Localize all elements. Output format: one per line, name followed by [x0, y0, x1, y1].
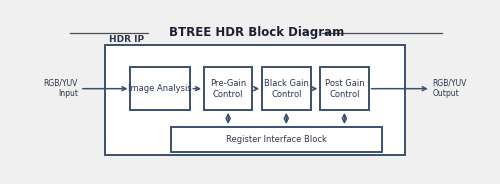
Text: Black Gain
Control: Black Gain Control	[264, 79, 308, 99]
Bar	[171, 127, 382, 152]
Text: HDR IP: HDR IP	[109, 35, 144, 44]
Text: Register Interface Block: Register Interface Block	[226, 135, 327, 144]
Text: RGB/YUV
Output: RGB/YUV Output	[432, 79, 467, 98]
Text: Pre-Gain
Control: Pre-Gain Control	[210, 79, 246, 99]
Text: BTREE HDR Block Diagram: BTREE HDR Block Diagram	[168, 26, 344, 39]
Bar	[262, 67, 310, 110]
Bar	[204, 67, 252, 110]
Bar	[105, 45, 406, 155]
Bar	[130, 67, 190, 110]
Bar	[320, 67, 368, 110]
Text: Post Gain
Control: Post Gain Control	[324, 79, 364, 99]
Text: RGB/YUV
Input: RGB/YUV Input	[44, 79, 78, 98]
Text: Image Analysis: Image Analysis	[128, 84, 192, 93]
